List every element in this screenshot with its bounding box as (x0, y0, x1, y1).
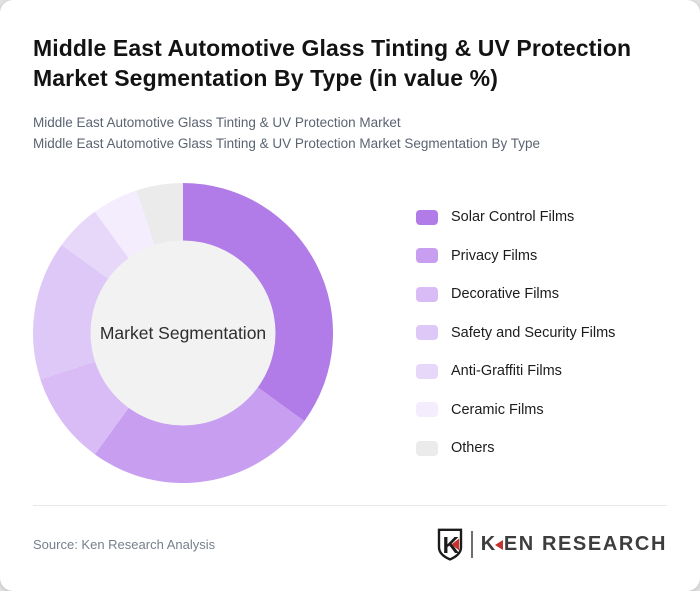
donut-segment-safety-and-security-films (33, 244, 109, 380)
legend-swatch (416, 440, 438, 456)
legend-item-privacy-films: Privacy Films (416, 237, 615, 276)
page-title-line2: Market Segmentation By Type (in value %) (33, 65, 498, 91)
source-note: Source: Ken Research Analysis (33, 537, 216, 552)
legend-label: Solar Control Films (451, 209, 575, 226)
logo-divider-bar (470, 530, 473, 558)
ken-research-logo: K K EN RESEARCH (436, 528, 667, 561)
logo-letter-k: K (480, 532, 497, 555)
legend-item-anti-graffiti-films: Anti-Graffiti Films (416, 352, 615, 391)
legend-item-others: Others (416, 429, 615, 468)
logo-red-triangle-icon (494, 540, 503, 550)
legend-item-solar-control-films: Solar Control Films (416, 198, 615, 237)
donut-segment-others (136, 183, 183, 246)
legend-label: Anti-Graffiti Films (451, 363, 562, 380)
donut-chart: Market Segmentation (33, 183, 333, 483)
logo-text-rest: EN RESEARCH (503, 532, 667, 555)
legend-label: Ceramic Films (451, 401, 544, 418)
subtitle-segmentation: Middle East Automotive Glass Tinting & U… (33, 136, 540, 151)
legend-swatch (416, 209, 438, 225)
donut-hole (90, 240, 276, 426)
donut-segment-anti-graffiti-films (61, 211, 129, 279)
legend-swatch (416, 402, 438, 418)
legend-swatch (416, 325, 438, 341)
donut-segment-solar-control-films (183, 183, 333, 422)
page-title-line1: Middle East Automotive Glass Tinting & U… (33, 35, 632, 61)
legend-item-decorative-films: Decorative Films (416, 275, 615, 314)
footer-divider (33, 505, 667, 506)
svg-text:K: K (442, 531, 459, 557)
subtitle-market: Middle East Automotive Glass Tinting & U… (33, 115, 401, 130)
donut-segment-ceramic-films (94, 190, 155, 259)
legend-label: Privacy Films (451, 247, 538, 264)
legend-item-safety-and-security-films: Safety and Security Films (416, 314, 615, 353)
donut-chart-svg (33, 183, 333, 483)
legend-item-ceramic-films: Ceramic Films (416, 391, 615, 430)
legend-label: Decorative Films (451, 286, 559, 303)
legend-label: Others (451, 440, 495, 457)
ken-research-shield-icon: K (437, 528, 462, 561)
legend-swatch (416, 248, 438, 264)
donut-segment-privacy-films (94, 387, 305, 483)
logo-wordmark: K EN RESEARCH (481, 533, 667, 556)
legend-swatch (416, 363, 438, 379)
chart-legend: Solar Control Films Privacy Films Decorati… (416, 198, 615, 468)
legend-label: Safety and Security Films (451, 324, 616, 341)
legend-swatch (416, 286, 438, 302)
page-title: Middle East Automotive Glass Tinting & U… (33, 33, 631, 93)
chart-subtitles: Middle East Automotive Glass Tinting & U… (33, 112, 540, 154)
